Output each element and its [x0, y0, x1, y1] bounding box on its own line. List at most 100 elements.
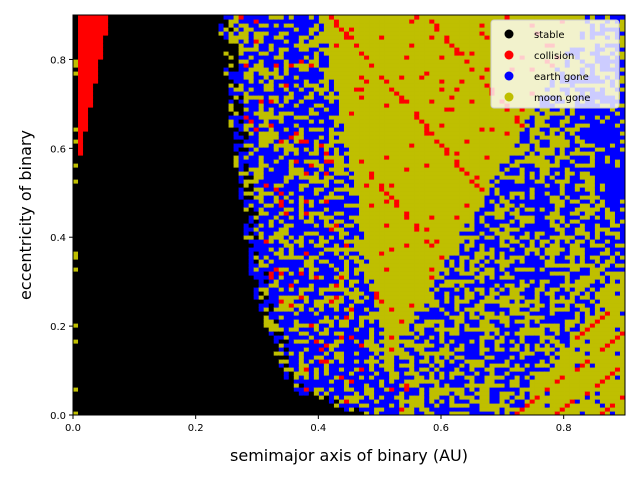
heatmap-cell: [148, 187, 154, 192]
heatmap-cell: [268, 167, 275, 172]
heatmap-cell: [93, 287, 99, 292]
heatmap-cell: [298, 355, 305, 360]
heatmap-cell: [78, 359, 84, 364]
heatmap-cell: [168, 175, 174, 180]
heatmap-cell: [243, 379, 250, 384]
heatmap-cell: [303, 55, 310, 60]
heatmap-cell: [208, 359, 215, 364]
heatmap-cell: [143, 199, 149, 204]
heatmap-cell: [213, 359, 220, 364]
heatmap-cell: [203, 291, 210, 296]
heatmap-cell: [153, 39, 159, 44]
heatmap-cell: [188, 155, 195, 160]
heatmap-cell: [318, 379, 325, 384]
heatmap-cell: [103, 115, 109, 120]
heatmap-cell: [198, 287, 205, 292]
heatmap-cell: [108, 211, 114, 216]
heatmap-cell: [133, 307, 139, 312]
heatmap-cell: [213, 31, 220, 36]
heatmap-cell: [153, 199, 159, 204]
heatmap-cell: [93, 411, 99, 415]
heatmap-cell: [168, 43, 174, 48]
heatmap-cell: [103, 175, 109, 180]
heatmap-cell: [258, 63, 265, 68]
heatmap-cell: [148, 147, 154, 152]
heatmap-cell: [163, 243, 169, 248]
heatmap-cell: [283, 47, 290, 52]
heatmap-cell: [278, 15, 285, 20]
heatmap-cell: [298, 295, 305, 300]
heatmap-cell: [218, 35, 225, 40]
heatmap-cell: [158, 351, 164, 356]
heatmap-cell: [308, 119, 315, 124]
heatmap-cell: [163, 43, 169, 48]
heatmap-cell: [163, 111, 169, 116]
heatmap-cell: [298, 163, 305, 168]
heatmap-cell: [278, 231, 285, 236]
heatmap-cell: [173, 323, 179, 328]
heatmap-cell: [93, 391, 99, 396]
heatmap-cell: [83, 63, 89, 68]
heatmap-cell: [258, 35, 265, 40]
heatmap-cell: [168, 395, 174, 400]
heatmap-cell: [83, 75, 89, 80]
heatmap-cell: [118, 343, 124, 348]
heatmap-cell: [133, 127, 139, 132]
heatmap-cell: [228, 403, 235, 408]
heatmap-cell: [148, 63, 154, 68]
heatmap-cell: [123, 111, 129, 116]
heatmap-cell: [218, 319, 225, 324]
heatmap-cell: [253, 163, 260, 168]
heatmap-cell: [203, 147, 210, 152]
heatmap-cell: [288, 295, 295, 300]
heatmap-cell: [233, 399, 240, 404]
heatmap-cell: [303, 263, 310, 268]
heatmap-cell: [268, 171, 275, 176]
heatmap-cell: [283, 171, 290, 176]
heatmap-cell: [258, 191, 265, 196]
heatmap-cell: [178, 107, 184, 112]
heatmap-cell: [288, 27, 295, 32]
heatmap-cell: [113, 323, 119, 328]
heatmap-cell: [93, 283, 99, 288]
heatmap-cell: [123, 147, 129, 152]
heatmap-cell: [93, 171, 99, 176]
heatmap-cell: [278, 395, 285, 400]
heatmap-cell: [138, 339, 144, 344]
heatmap-cell: [283, 335, 290, 340]
heatmap-cell: [233, 291, 240, 296]
heatmap-cell: [313, 223, 320, 228]
heatmap-cell: [88, 311, 94, 316]
heatmap-cell: [178, 247, 184, 252]
heatmap-cell: [123, 283, 129, 288]
heatmap-cell: [113, 259, 119, 264]
heatmap-cell: [273, 171, 280, 176]
heatmap-cell: [203, 19, 210, 24]
heatmap-cell: [123, 171, 129, 176]
heatmap-cell: [158, 119, 164, 124]
heatmap-cell: [163, 123, 169, 128]
heatmap-cell: [113, 131, 119, 136]
heatmap-cell: [228, 99, 235, 104]
heatmap-cell: [293, 219, 300, 224]
heatmap-cell: [238, 299, 245, 304]
heatmap-cell: [193, 331, 200, 336]
heatmap-cell: [208, 279, 215, 284]
heatmap-cell: [103, 123, 109, 128]
heatmap-cell: [158, 347, 164, 352]
heatmap-cell: [253, 131, 260, 136]
heatmap-cell: [118, 235, 124, 240]
heatmap-cell: [113, 59, 119, 64]
heatmap-cell: [218, 291, 225, 296]
heatmap-cell: [78, 279, 84, 284]
heatmap-cell: [298, 159, 305, 164]
heatmap-cell: [308, 71, 315, 76]
heatmap-cell: [318, 247, 325, 252]
heatmap-cell: [168, 375, 174, 380]
heatmap-cell: [308, 143, 315, 148]
heatmap-cell: [288, 35, 295, 40]
heatmap-cell: [203, 395, 210, 400]
heatmap-cell: [293, 147, 300, 152]
heatmap-cell: [223, 395, 230, 400]
heatmap-cell: [118, 399, 124, 404]
